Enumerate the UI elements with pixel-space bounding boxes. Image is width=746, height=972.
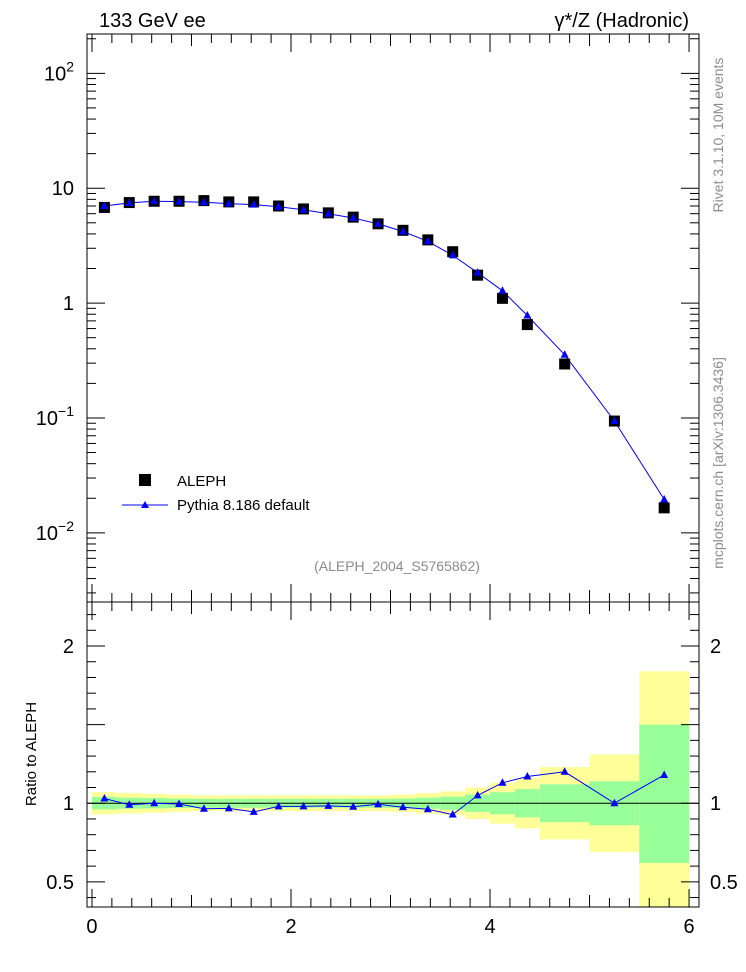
legend-aleph-label: ALEPH <box>177 473 226 490</box>
analysis-label: (ALEPH_2004_S5765862) <box>314 558 480 574</box>
ratio-band-inner <box>639 724 690 863</box>
mc-point <box>125 198 134 206</box>
mc-ratio-point <box>398 802 407 811</box>
mc-point <box>660 495 669 503</box>
mc-ratio-point <box>125 800 134 808</box>
main-y-tick-label: 102 <box>44 58 74 85</box>
mc-ratio-point <box>100 794 109 802</box>
data-point <box>559 358 571 370</box>
legend-pythia-label: Pythia 8.186 default <box>177 497 310 514</box>
mc-ratio-point <box>498 778 507 786</box>
x-tick-label: 0 <box>86 916 97 938</box>
ratio-uncertainty-bands <box>91 671 690 907</box>
main-y-tick-label: 10−2 <box>36 518 74 545</box>
x-tick-label: 6 <box>683 916 694 938</box>
mc-ratio-point <box>199 804 208 812</box>
mc-ratio-point <box>523 772 532 780</box>
main-y-tick-labels: 10−2 10−1 1 10 102 <box>36 58 74 545</box>
ratio-y-tick-label-right: 2 <box>710 636 721 658</box>
mc-point <box>349 213 358 222</box>
mc-point <box>423 236 432 245</box>
mc-point <box>523 310 532 319</box>
main-y-tick-label: 10 <box>52 178 74 200</box>
main-marks-group <box>98 195 670 514</box>
header-right-label: γ*/Z (Hadronic) <box>555 10 689 32</box>
main-axis-ticks <box>87 34 699 602</box>
rivet-version-label: Rivet 3.1.10, 10M events <box>710 58 726 213</box>
mc-point <box>199 197 208 206</box>
mc-point <box>274 202 283 210</box>
ratio-y-tick-label-left: 0.5 <box>46 872 74 894</box>
mc-point <box>100 201 109 210</box>
ratio-y-tick-label-left: 1 <box>63 793 74 815</box>
mc-point <box>175 197 184 205</box>
data-point <box>496 292 508 304</box>
ratio-axis-ticks <box>87 602 699 907</box>
mc-ratio-point <box>249 807 258 815</box>
mc-ratio-point <box>660 770 669 778</box>
mc-point <box>398 226 407 235</box>
data-point <box>521 319 533 331</box>
mc-point <box>498 286 507 294</box>
mc-ratio-point <box>448 810 457 818</box>
header-left-label: 133 GeV ee <box>99 10 206 32</box>
main-panel: 10−2 10−1 1 10 102 (ALEPH_2004_S5765862) ALE… <box>36 33 700 603</box>
ratio-y-tick-label-right: 1 <box>710 793 721 815</box>
x-tick-label: 4 <box>484 916 495 938</box>
mc-ratio-point <box>610 798 619 807</box>
mc-point <box>374 219 383 227</box>
ratio-frame <box>86 601 700 908</box>
mc-ratio-point <box>473 790 482 799</box>
mc-ratio-point <box>150 798 159 807</box>
mc-ratio-point <box>560 767 569 775</box>
main-frame <box>86 33 700 603</box>
mc-point <box>473 268 482 276</box>
x-tick-label: 2 <box>285 916 296 938</box>
ratio-y-tick-label-right: 0.5 <box>710 872 738 894</box>
data-point <box>658 502 670 514</box>
mc-point <box>448 250 457 259</box>
legend: ALEPH Pythia 8.186 default <box>122 473 310 514</box>
mc-point <box>324 209 333 217</box>
mc-ratio-point <box>374 799 383 808</box>
ratio-panel: 0.5 0.5 1 1 2 2 0 2 4 6 Ratio to ALEPH <box>23 601 738 938</box>
ratio-y-tick-labels: 0.5 0.5 1 1 2 2 <box>46 636 738 894</box>
mc-ratio-point <box>274 801 283 810</box>
mc-ratio-point <box>324 801 333 809</box>
ratio-y-axis-label: Ratio to ALEPH <box>23 702 40 806</box>
mc-point <box>150 196 159 205</box>
mc-point <box>560 350 569 358</box>
mc-main-line <box>104 200 665 500</box>
mcplots-label: mcplots.cern.ch [arXiv:1306.3436] <box>710 357 726 569</box>
mc-ratio-point <box>349 802 358 810</box>
mc-ratio-point <box>423 804 432 813</box>
main-y-tick-label: 10−1 <box>36 403 74 430</box>
mc-ratio-point <box>175 799 184 808</box>
mc-ratio-point <box>299 801 308 810</box>
main-y-tick-label: 1 <box>63 293 74 315</box>
ratio-y-tick-label-left: 2 <box>63 636 74 658</box>
mc-point <box>224 199 233 207</box>
mc-point <box>249 200 258 208</box>
mc-ratio-point <box>224 803 233 812</box>
x-tick-labels: 0 2 4 6 <box>86 916 694 938</box>
ratio-marks-group <box>87 767 699 818</box>
legend-pythia-marker <box>141 501 149 508</box>
legend-aleph-marker <box>139 474 151 486</box>
mc-point <box>299 205 308 213</box>
mc-point <box>610 416 619 425</box>
